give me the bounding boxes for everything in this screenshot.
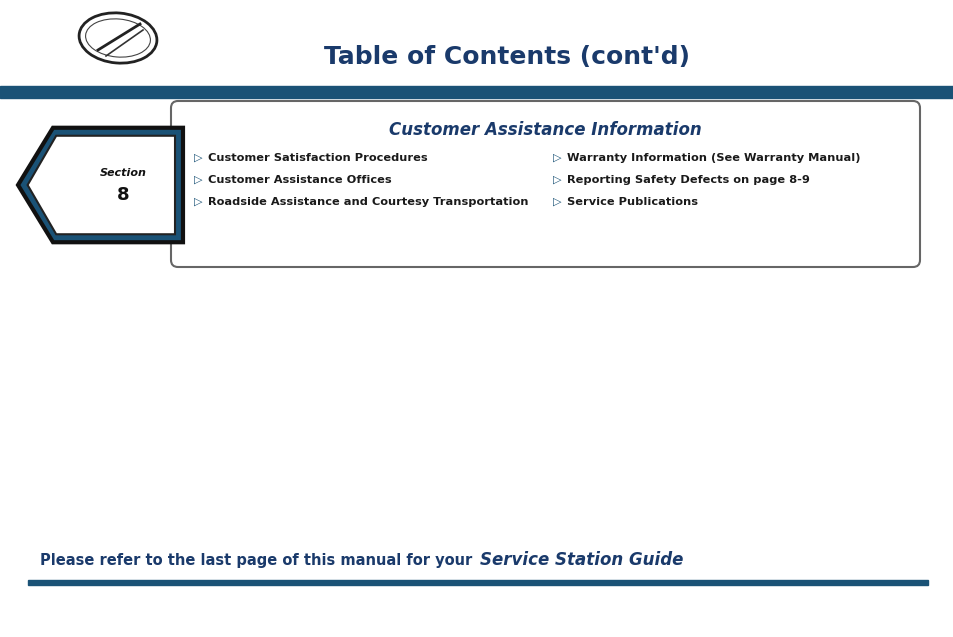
Polygon shape <box>28 136 174 234</box>
Text: ▷: ▷ <box>553 153 561 163</box>
Text: Table of Contents (cont'd): Table of Contents (cont'd) <box>324 45 689 69</box>
Text: Warranty Information (See Warranty Manual): Warranty Information (See Warranty Manua… <box>567 153 861 163</box>
Text: ▷: ▷ <box>193 175 202 185</box>
Text: ▷: ▷ <box>553 197 561 207</box>
Text: ▷: ▷ <box>193 153 202 163</box>
Text: Service Publications: Service Publications <box>567 197 698 207</box>
FancyBboxPatch shape <box>171 101 919 267</box>
Polygon shape <box>18 128 183 242</box>
Bar <box>0 86 953 98</box>
Text: Section: Section <box>99 168 146 178</box>
Bar <box>28 580 927 585</box>
Text: Customer Assistance Offices: Customer Assistance Offices <box>208 175 392 185</box>
Text: Customer Assistance Information: Customer Assistance Information <box>389 121 701 139</box>
Text: Customer Satisfaction Procedures: Customer Satisfaction Procedures <box>208 153 427 163</box>
Text: 8: 8 <box>116 186 130 204</box>
Text: Reporting Safety Defects on page 8-9: Reporting Safety Defects on page 8-9 <box>567 175 809 185</box>
Text: ▷: ▷ <box>553 175 561 185</box>
Text: Service Station Guide: Service Station Guide <box>479 551 682 569</box>
Text: Please refer to the last page of this manual for your: Please refer to the last page of this ma… <box>40 552 476 568</box>
Text: ▷: ▷ <box>193 197 202 207</box>
Text: Roadside Assistance and Courtesy Transportation: Roadside Assistance and Courtesy Transpo… <box>208 197 528 207</box>
